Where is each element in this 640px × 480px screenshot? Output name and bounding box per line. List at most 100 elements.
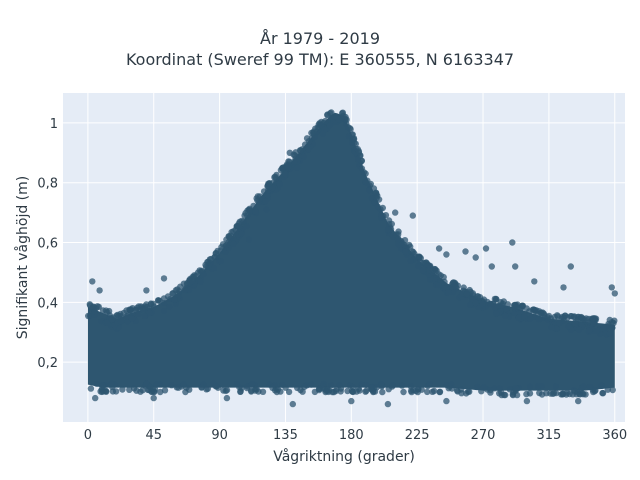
data-point (328, 109, 335, 116)
y-tick-label: 0,2 (37, 356, 58, 371)
data-point (571, 320, 579, 327)
data-point (599, 390, 607, 397)
data-point (120, 309, 128, 317)
y-axis-label: Signifikant våghöjd (m) (14, 176, 31, 339)
data-point (92, 305, 100, 312)
data-point (222, 387, 229, 395)
data-point (501, 312, 509, 319)
data-point (276, 181, 284, 188)
data-point (166, 303, 173, 310)
data-point (435, 245, 443, 252)
data-point (492, 310, 500, 317)
data-point (407, 257, 414, 265)
data-point (269, 184, 276, 192)
data-point (98, 318, 105, 325)
data-point (384, 226, 391, 233)
data-point (552, 389, 560, 397)
data-point (367, 180, 374, 188)
chart-title: År 1979 - 2019 (260, 29, 380, 48)
data-point (294, 164, 301, 171)
data-point (426, 267, 433, 274)
data-point (286, 149, 293, 156)
data-point (443, 251, 450, 258)
data-point (237, 388, 244, 395)
data-point (392, 209, 399, 216)
data-point (512, 263, 519, 270)
data-point (362, 178, 369, 186)
data-point (384, 400, 392, 408)
data-point (463, 290, 471, 298)
data-point (180, 381, 187, 388)
data-point (560, 284, 567, 291)
data-point (181, 287, 189, 294)
data-point (153, 381, 160, 388)
data-point (448, 385, 456, 392)
data-point (593, 327, 601, 334)
data-point (479, 300, 486, 308)
data-point (250, 202, 257, 210)
data-point (127, 306, 135, 313)
data-point (592, 387, 599, 394)
x-tick-label: 180 (339, 428, 364, 443)
data-point (523, 390, 530, 398)
data-point (469, 290, 477, 297)
data-point (606, 316, 613, 324)
data-point (180, 280, 188, 287)
data-point (168, 382, 175, 389)
data-point (212, 383, 219, 390)
data-point (401, 241, 408, 249)
data-point (117, 318, 125, 325)
data-point (535, 316, 543, 323)
data-point (109, 388, 117, 395)
data-point (411, 250, 418, 258)
data-point (89, 278, 96, 285)
data-point (296, 147, 304, 154)
y-tick-label: 0,8 (37, 177, 58, 192)
data-point (333, 386, 340, 393)
data-point (252, 208, 259, 215)
y-tick-label: 0,6 (37, 237, 58, 252)
data-point (308, 381, 315, 388)
data-point (175, 384, 182, 391)
data-point (99, 382, 107, 389)
data-point (395, 228, 402, 235)
data-point (526, 383, 534, 390)
data-point (566, 390, 573, 398)
data-point (171, 296, 178, 303)
data-point (534, 383, 541, 390)
data-point (147, 383, 154, 391)
data-point (559, 391, 566, 398)
data-point (395, 241, 402, 248)
data-point (104, 319, 111, 326)
data-point (445, 289, 452, 296)
data-point (289, 400, 296, 408)
data-point (443, 397, 450, 405)
data-point (458, 390, 465, 397)
data-point (223, 394, 231, 402)
data-point (379, 388, 386, 396)
data-point (378, 211, 385, 219)
data-point (373, 384, 380, 391)
x-tick-label: 0 (84, 428, 92, 443)
data-point (449, 279, 457, 286)
data-point (536, 389, 543, 397)
data-point (143, 287, 150, 294)
data-point (232, 226, 239, 233)
data-point (407, 383, 415, 390)
data-point (472, 254, 479, 261)
data-point (305, 138, 313, 145)
x-axis-label: Vågriktning (grader) (273, 448, 415, 465)
data-point (608, 284, 615, 291)
x-tick-label: 270 (471, 428, 496, 443)
data-point (169, 290, 176, 297)
data-point (409, 212, 416, 219)
x-tick-label: 225 (405, 428, 430, 443)
data-point (400, 388, 407, 396)
data-point (204, 385, 211, 392)
data-point (480, 384, 488, 391)
y-tick-label: 1 (50, 117, 58, 132)
data-point (305, 145, 312, 153)
data-point (567, 263, 574, 270)
data-point (274, 386, 282, 393)
